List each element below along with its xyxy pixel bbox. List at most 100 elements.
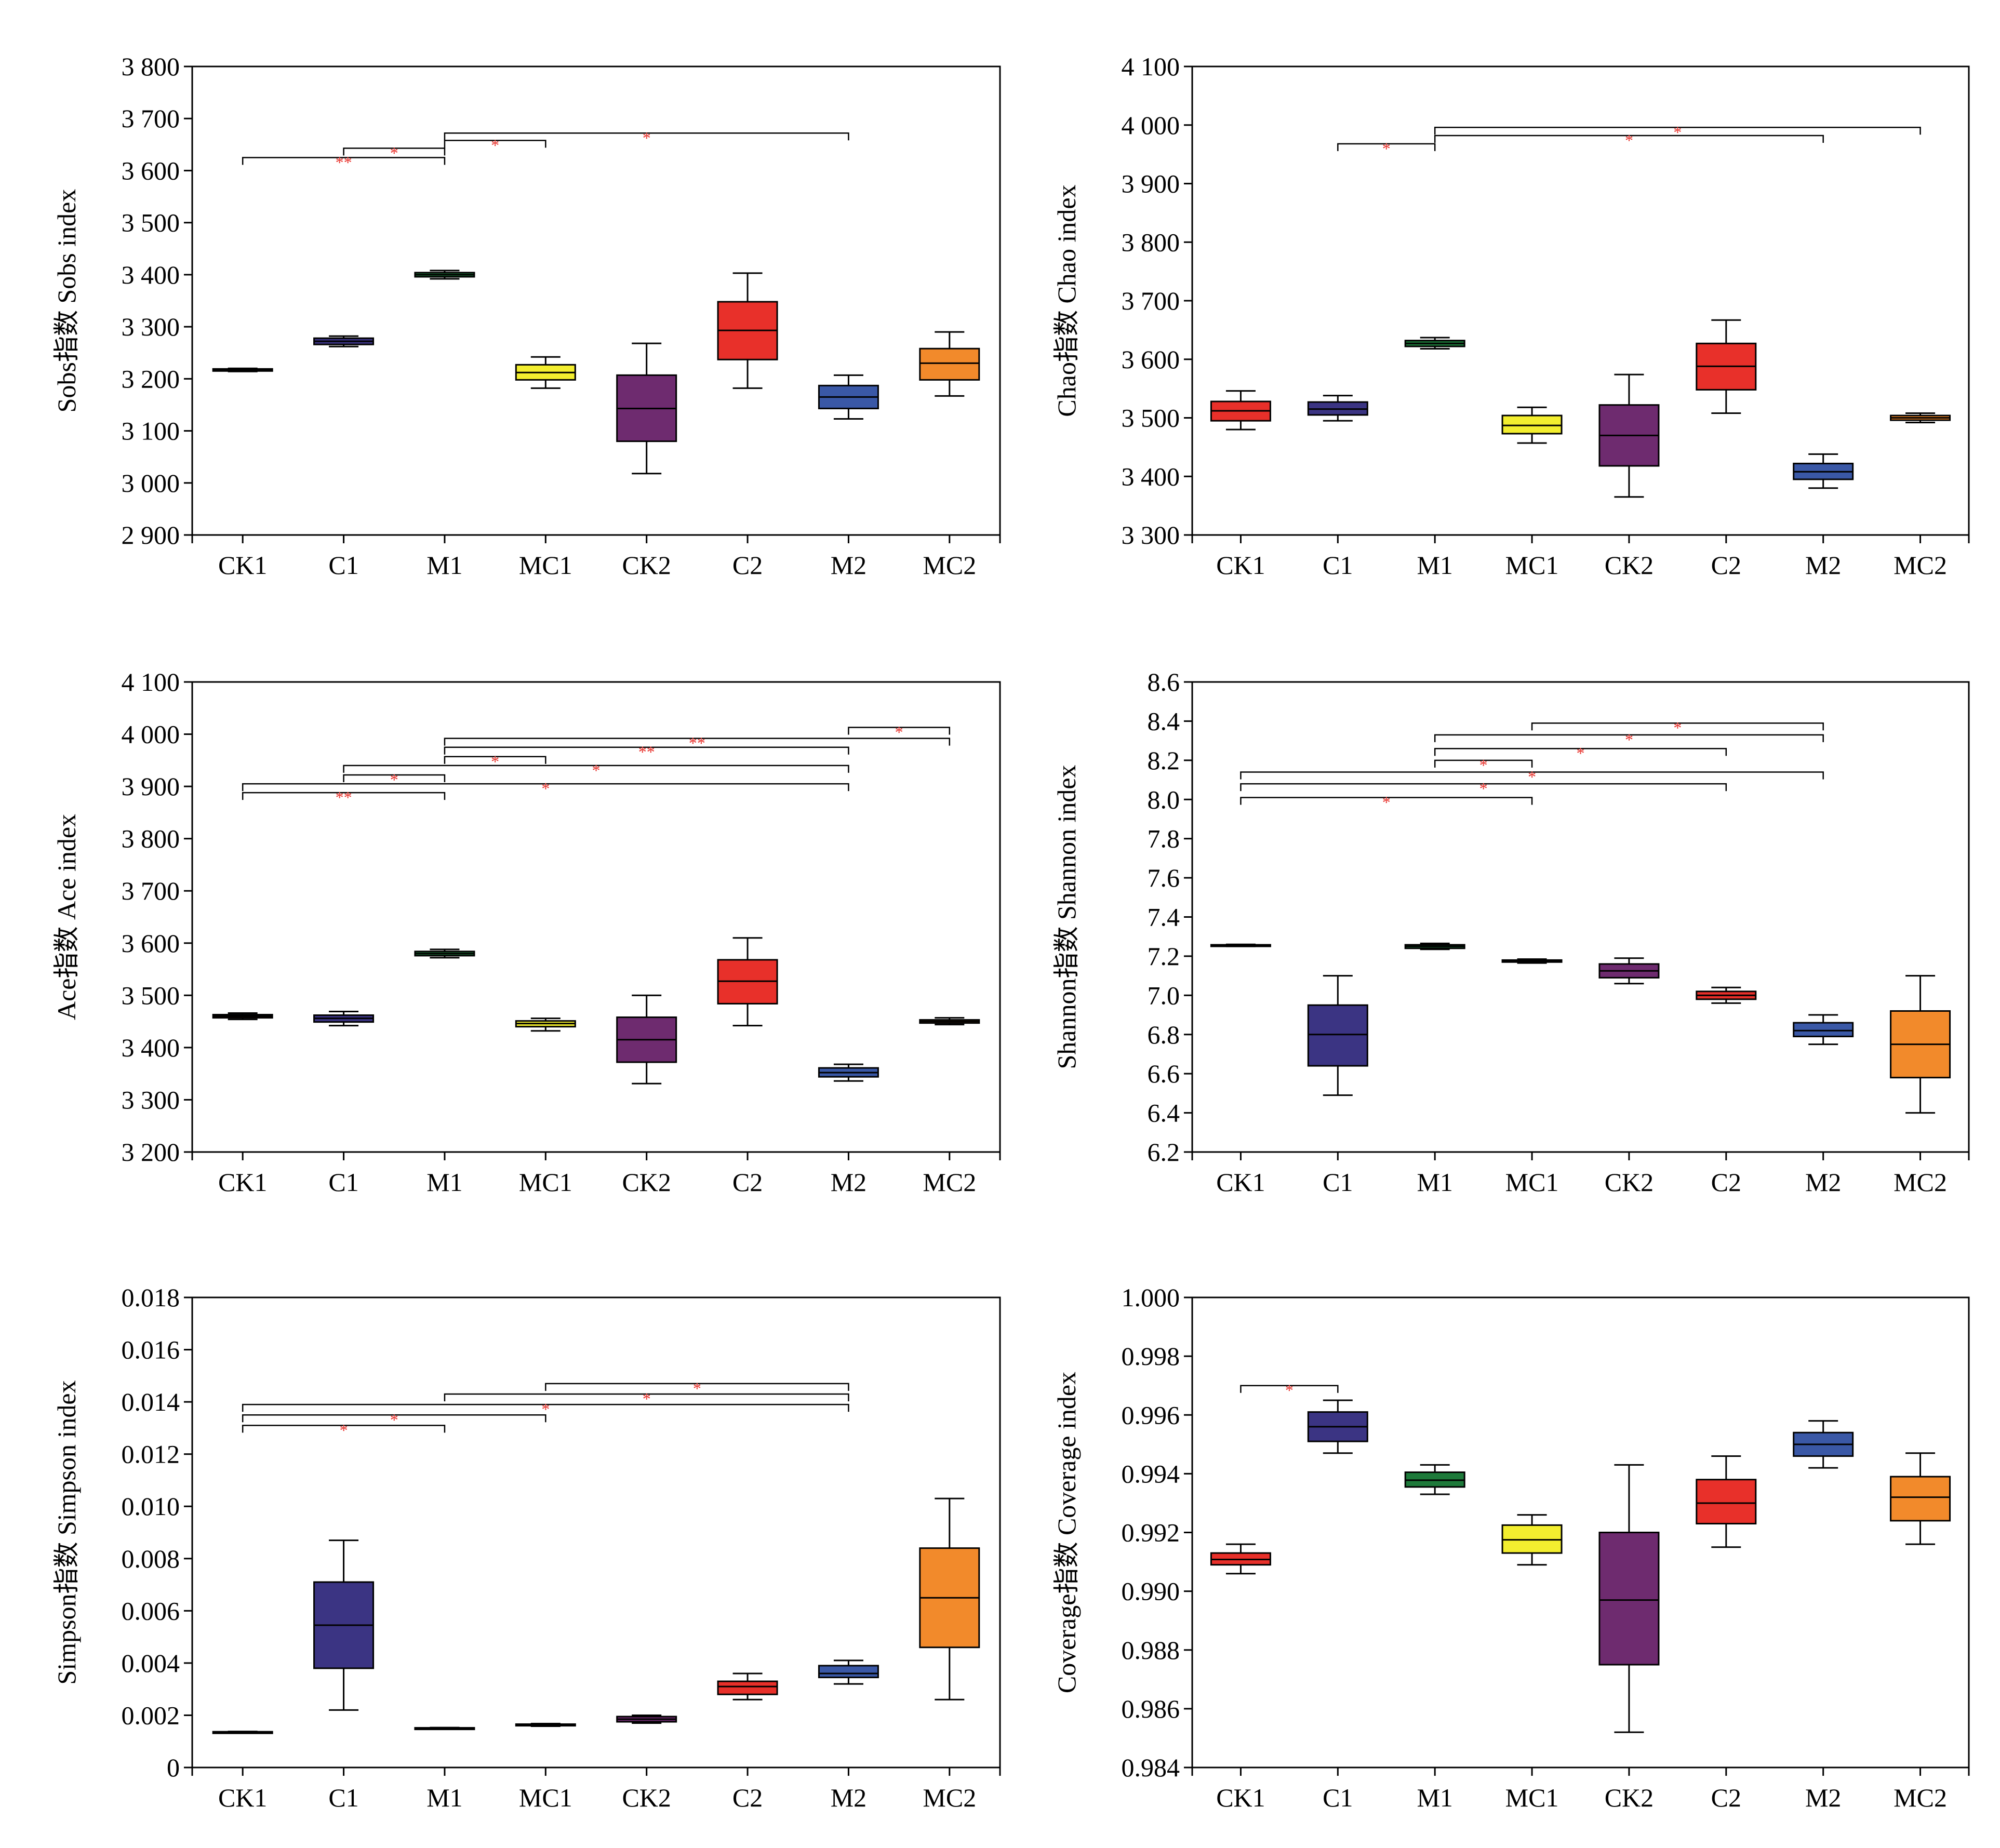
significance-label: * (340, 1421, 348, 1439)
significance-label: * (1673, 718, 1682, 737)
iqr-box (1890, 1476, 1951, 1522)
bracket-line (242, 1414, 546, 1423)
y-tick-label: 3 700 (1122, 286, 1180, 315)
significance-label: * (895, 722, 903, 741)
box-mc1 (515, 1723, 576, 1728)
x-tick-label-m2: M2 (831, 1168, 866, 1197)
x-tick-label-c1: C1 (328, 551, 358, 580)
significance-bracket: * (343, 761, 849, 780)
x-tick-label-ck1: CK1 (1216, 1783, 1265, 1812)
y-tick-label: 0.990 (1122, 1577, 1180, 1606)
y-tick-label: 0.002 (122, 1700, 180, 1730)
x-tick-label-c1: C1 (1323, 551, 1353, 580)
x-tick-label-m2: M2 (1805, 551, 1841, 580)
y-tick-label: 0.998 (1122, 1342, 1180, 1371)
x-tick-label-mc2: MC2 (923, 551, 976, 580)
box-ck2 (616, 342, 677, 475)
bracket-line (1434, 135, 1824, 143)
y-tick-label: 4 000 (1122, 111, 1180, 140)
box-m1 (1404, 1464, 1465, 1495)
significance-bracket: * (444, 1389, 849, 1408)
x-tick-label-mc2: MC2 (923, 1783, 976, 1812)
bracket-line (1240, 771, 1824, 780)
significance-label: * (390, 770, 398, 789)
box-mc1 (515, 356, 576, 389)
iqr-box (818, 1665, 879, 1679)
box-c1 (313, 1539, 375, 1711)
x-tick-label-mc1: MC1 (1505, 1168, 1559, 1197)
y-tick-label: 3 000 (122, 468, 180, 498)
iqr-box (1793, 1022, 1854, 1038)
y-tick-label: 3 200 (122, 364, 180, 393)
y-tick-label: 2 900 (122, 520, 180, 550)
y-tick-label: 3 600 (122, 929, 180, 958)
significance-label: * (541, 779, 550, 798)
box-mc1 (1501, 958, 1563, 964)
chart-panel-2: 3 300 3 400 3 500 3 600 3 700 3 800 3 900 4 000… (1052, 52, 1970, 580)
x-tick-label-m1: M1 (1417, 1168, 1452, 1197)
y-tick-label: 3 400 (122, 260, 180, 289)
significance-label: * (1625, 131, 1633, 150)
significance-bracket: * (242, 779, 849, 798)
x-tick-label-mc1: MC1 (1505, 1783, 1559, 1812)
significance-bracket: * (242, 1400, 849, 1418)
y-tick-label: 3 300 (122, 1085, 180, 1114)
x-tick-label-ck2: CK2 (1605, 551, 1654, 580)
x-tick-label-ck2: CK2 (622, 551, 671, 580)
significance-label: ** (689, 734, 705, 753)
x-tick-label-mc2: MC2 (1894, 1168, 1947, 1197)
y-tick-label: 7.8 (1148, 824, 1180, 853)
box-c1 (1307, 395, 1368, 422)
significance-label: * (1479, 779, 1488, 798)
y-tick-label: 0.996 (1122, 1400, 1180, 1429)
box-mc2 (919, 331, 980, 397)
x-tick-label-ck1: CK1 (218, 1168, 267, 1197)
x-tick-label-mc2: MC2 (1894, 551, 1947, 580)
y-tick-label: 6.4 (1148, 1099, 1180, 1128)
x-tick-label-mc2: MC2 (1894, 1783, 1947, 1812)
y-tick-label: 3 500 (122, 208, 180, 237)
plot-frame (191, 65, 1001, 536)
y-axis-label: Simpson指数 Simpson index (52, 1380, 81, 1684)
box-mc1 (1501, 406, 1563, 444)
y-tick-label: 4 000 (122, 720, 180, 749)
x-tick-label-c2: C2 (1711, 1783, 1741, 1812)
box-m1 (1404, 942, 1465, 950)
significance-label: * (390, 143, 398, 162)
y-tick-label: 0.984 (1122, 1753, 1180, 1782)
significance-bracket: * (1240, 779, 1727, 798)
box-c1 (313, 1011, 375, 1027)
box-m2 (818, 1659, 879, 1685)
box-ck1 (212, 1012, 273, 1021)
bracket-line (444, 746, 849, 755)
x-tick-label-ck1: CK1 (1216, 551, 1265, 580)
iqr-box (1598, 1532, 1660, 1666)
bracket-line (242, 792, 446, 800)
bracket-line (444, 132, 849, 141)
iqr-box (1501, 414, 1563, 435)
bracket-line (1240, 783, 1727, 792)
x-tick-label-m1: M1 (426, 1783, 462, 1812)
significance-label: * (1382, 793, 1391, 811)
x-tick-label-c2: C2 (732, 1783, 763, 1812)
bracket-line (545, 1383, 849, 1391)
box-m1 (1404, 337, 1465, 350)
y-tick-label: 3 100 (122, 417, 180, 446)
x-tick-label-ck2: CK2 (622, 1783, 671, 1812)
chart-panel-6: 0.984 0.986 0.988 0.990 0.992 0.994 0.996 0.998… (1052, 1283, 1970, 1812)
significance-bracket: * (848, 722, 951, 741)
bracket-line (444, 140, 546, 148)
box-m2 (1793, 1420, 1854, 1469)
significance-bracket: ** (444, 734, 951, 753)
significance-label: ** (638, 743, 655, 761)
plot-frame (191, 681, 1001, 1153)
box-mc2 (1890, 412, 1951, 424)
box-c2 (717, 937, 778, 1027)
significance-bracket: ** (242, 153, 446, 171)
x-tick-label-c2: C2 (732, 1168, 763, 1197)
significance-bracket: * (545, 1379, 849, 1398)
x-tick-label-m1: M1 (426, 1168, 462, 1197)
box-mc2 (919, 1497, 980, 1700)
y-tick-label: 0.988 (1122, 1636, 1180, 1665)
significance-bracket: * (1240, 1381, 1339, 1400)
